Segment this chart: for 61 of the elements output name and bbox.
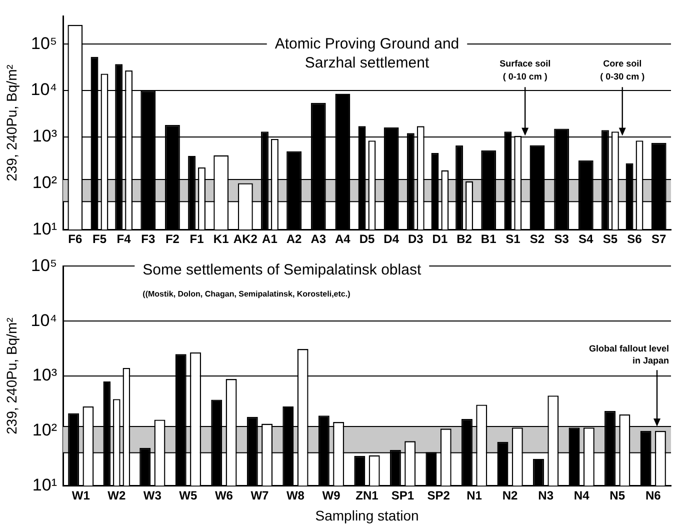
band-label: Global fallout level in Japan — [588, 344, 669, 366]
x-tick-label: B2 — [456, 232, 472, 246]
x-tick-label: F3 — [141, 232, 156, 246]
x-tick-label: S2 — [530, 232, 545, 246]
x-tick-label: A4 — [335, 232, 351, 246]
x-tick-label: N2 — [502, 488, 518, 502]
y-tick-label: 10¹ — [32, 219, 58, 238]
y-tick-label: 10⁵ — [31, 256, 58, 275]
x-tick-label: S1 — [506, 232, 521, 246]
x-tick-label: D5 — [359, 232, 375, 246]
x-tick-label: F1 — [190, 232, 204, 246]
x-tick-label: W8 — [286, 488, 305, 502]
x-tick-label: D1 — [432, 232, 448, 246]
y-tick-label: 10⁵ — [31, 34, 58, 53]
x-tick-label: F6 — [68, 232, 82, 246]
x-tick-label: N1 — [466, 488, 482, 502]
chart-title: Some settlements of Semipalatinsk oblast — [142, 261, 422, 278]
x-tick-label: F2 — [165, 232, 180, 246]
y-tick-label: 10¹ — [32, 475, 58, 494]
x-tick-label: W9 — [322, 488, 341, 502]
x-tick-label: N4 — [574, 488, 590, 502]
x-tick-label: N3 — [538, 488, 554, 502]
x-tick-label: SP1 — [391, 488, 414, 502]
x-tick-label: F4 — [116, 232, 132, 246]
x-axis-title: Sampling station — [315, 507, 419, 524]
y-axis-title: 239, 240Pu, Bq/m² — [3, 317, 20, 434]
x-tick-label: W1 — [72, 488, 90, 502]
x-tick-label: B1 — [480, 232, 497, 246]
x-tick-label: SP2 — [427, 488, 450, 502]
y-tick-label: 10² — [32, 420, 58, 440]
x-tick-label: A1 — [262, 232, 278, 246]
annotation: Core soil ( 0-30 cm ) — [600, 58, 645, 82]
x-tick-label: A2 — [286, 232, 302, 246]
x-tick-label: W2 — [108, 488, 126, 502]
x-tick-label: S4 — [578, 232, 594, 246]
x-tick-label: N6 — [645, 488, 662, 502]
x-tick-label: S5 — [602, 232, 618, 246]
text: Atomic Proving Ground and Sarzhal settlement — [274, 35, 460, 72]
x-tick-label: AK2 — [233, 232, 258, 246]
x-tick-label: D4 — [384, 232, 400, 246]
x-tick-label: K1 — [213, 232, 230, 246]
x-tick-label: F5 — [92, 232, 107, 246]
annotation: Surface soil ( 0-10 cm ) — [500, 58, 551, 82]
y-tick-label: 10³ — [32, 366, 58, 385]
x-tick-label: W3 — [143, 488, 162, 502]
x-tick-label: D3 — [408, 232, 424, 246]
x-tick-label: A3 — [310, 232, 326, 246]
y-tick-label: 10³ — [32, 126, 58, 146]
x-tick-label: S6 — [627, 232, 642, 246]
x-tick-label: ZN1 — [356, 488, 379, 502]
x-tick-label: S7 — [651, 232, 666, 246]
x-tick-label: W5 — [179, 488, 198, 502]
y-tick-label: 10⁴ — [30, 310, 58, 330]
y-axis-title: 239, 240Pu, Bq/m² — [3, 64, 20, 182]
x-tick-label: W7 — [250, 488, 270, 502]
y-tick-label: 10² — [32, 172, 58, 192]
y-tick-label: 10⁴ — [30, 80, 58, 100]
x-tick-label: S3 — [554, 232, 570, 246]
text: ((Mostik, Dolon, Chagan, Semipalatinsk, Korosteli,etc.) — [142, 289, 351, 298]
x-tick-label: W6 — [214, 488, 234, 502]
x-tick-label: N5 — [610, 488, 626, 502]
